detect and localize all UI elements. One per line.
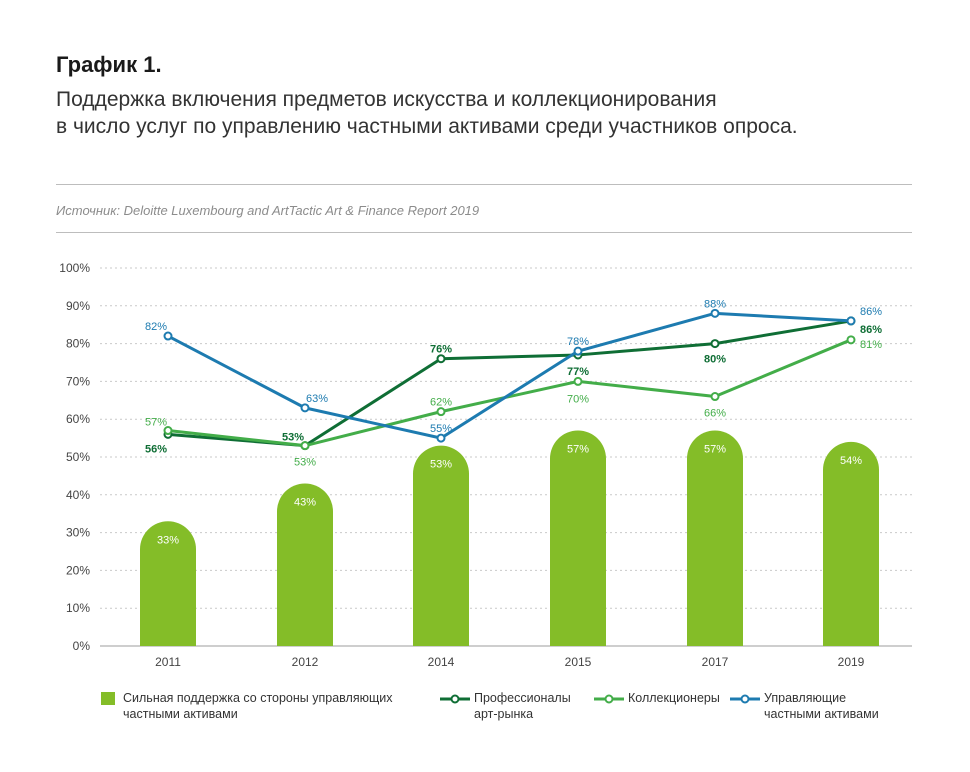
collectors-point <box>163 426 173 436</box>
professionals-value-label: 56% <box>145 443 167 455</box>
bottom-divider <box>56 232 912 233</box>
y-tick-label: 50% <box>66 450 90 464</box>
professionals-value-label: 53% <box>282 432 304 444</box>
legend-bar-swatch <box>101 692 115 705</box>
chart-title: График 1. <box>56 52 162 77</box>
collectors-value-label: 57% <box>145 417 167 429</box>
top-divider <box>56 184 912 185</box>
managers-value-label: 78% <box>567 336 589 348</box>
managers-point <box>436 433 446 443</box>
managers-value-label: 86% <box>860 306 882 318</box>
collectors-point <box>573 376 583 386</box>
professionals-value-label: 80% <box>704 354 726 366</box>
x-tick-label: 2012 <box>292 655 319 669</box>
collectors-value-label: 66% <box>704 408 726 420</box>
legend-collectors-label-1: Коллекционеры <box>628 691 720 705</box>
x-tick-label: 2015 <box>565 655 592 669</box>
collectors-value-label: 70% <box>567 393 589 405</box>
collectors-point <box>300 441 310 451</box>
source-note: Источник: Deloitte Luxembourg and ArtTac… <box>56 203 480 218</box>
bar-value-label: 57% <box>567 444 589 456</box>
managers-value-label: 88% <box>704 298 726 310</box>
bar <box>277 483 333 646</box>
y-tick-label: 90% <box>66 299 90 313</box>
bar <box>823 441 879 646</box>
legend-managers-label-2: частными активами <box>764 707 879 721</box>
collectors-value-label: 53% <box>294 457 316 469</box>
legend-professionals-label-1: Профессионалы <box>474 691 571 705</box>
y-tick-label: 10% <box>66 601 90 615</box>
collectors-point <box>436 407 446 417</box>
bar <box>140 521 196 646</box>
y-tick-label: 100% <box>59 261 90 275</box>
legend-managers-label-1: Управляющие <box>764 691 847 705</box>
managers-value-label: 82% <box>145 321 167 333</box>
professionals-value-label: 77% <box>567 366 589 378</box>
professionals-value-label: 76% <box>430 344 452 356</box>
collectors-point <box>846 335 856 345</box>
chart-plot: 0% 10% 20% 30% 40% 50% 60% 70% 80% 90% 100% 2011 201… <box>59 261 912 669</box>
bar-value-label: 43% <box>294 496 316 508</box>
managers-point <box>300 403 310 413</box>
managers-series-line <box>167 311 852 440</box>
bar <box>550 430 606 646</box>
legend-bars-label-1: Сильная поддержка со стороны управляющих <box>123 691 393 705</box>
legend-collectors-swatch <box>594 694 624 704</box>
bar-value-label: 54% <box>840 455 862 467</box>
subtitle-line-1: Поддержка включения предметов искусства … <box>56 88 717 111</box>
managers-point <box>573 346 583 356</box>
y-tick-label: 0% <box>73 639 91 653</box>
collectors-value-label: 62% <box>430 397 452 409</box>
managers-point <box>846 316 856 326</box>
y-tick-label: 20% <box>66 563 90 577</box>
bar <box>687 430 743 646</box>
subtitle-line-2: в число услуг по управлению частными акт… <box>56 115 798 138</box>
bar-value-label: 33% <box>157 534 179 546</box>
managers-point <box>710 308 720 318</box>
y-tick-label: 70% <box>66 374 90 388</box>
chart-subtitle: Поддержка включения предметов искусства … <box>56 86 936 140</box>
legend-professionals-swatch <box>440 694 470 704</box>
bar-value-label: 53% <box>430 459 452 471</box>
managers-value-label: 63% <box>306 393 328 405</box>
professionals-point <box>710 339 720 349</box>
y-tick-label: 80% <box>66 337 90 351</box>
managers-point <box>163 331 173 341</box>
collectors-point <box>710 392 720 402</box>
y-tick-label: 40% <box>66 488 90 502</box>
x-tick-label: 2017 <box>702 655 729 669</box>
legend-bars-label-2: частными активами <box>123 707 238 721</box>
y-tick-label: 60% <box>66 412 90 426</box>
bar-value-label: 57% <box>704 444 726 456</box>
x-tick-label: 2019 <box>838 655 865 669</box>
legend-managers-swatch <box>730 694 760 704</box>
managers-value-label: 55% <box>430 423 452 435</box>
professionals-point <box>436 354 446 364</box>
x-tick-label: 2014 <box>428 655 455 669</box>
legend-professionals-label-2: арт-рынка <box>474 707 534 721</box>
professionals-value-label: 86% <box>860 324 882 336</box>
collectors-series-line <box>167 338 852 448</box>
collectors-value-label: 81% <box>860 339 882 351</box>
x-tick-label: 2011 <box>155 655 181 669</box>
bar <box>413 445 469 646</box>
y-tick-label: 30% <box>66 526 90 540</box>
